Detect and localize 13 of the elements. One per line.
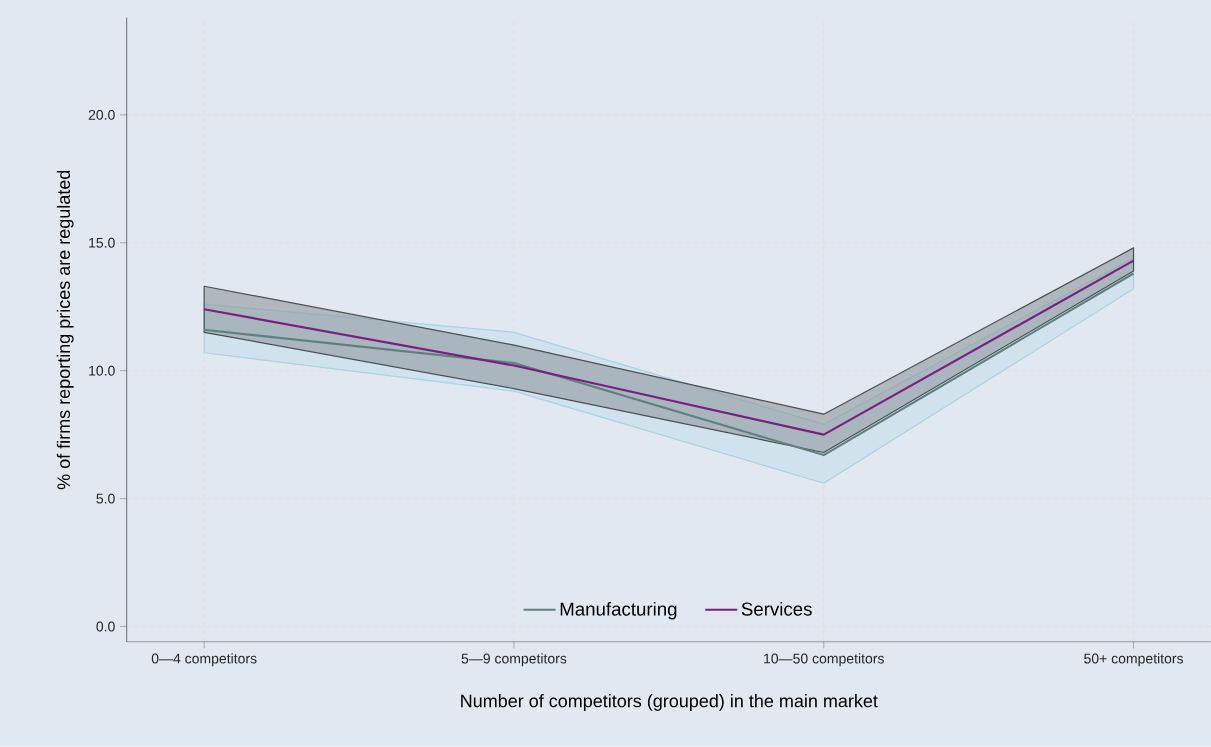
y-tick-label: 10.0 bbox=[89, 365, 115, 376]
y-axis-title: % of firms reporting prices are regulated bbox=[56, 170, 74, 490]
y-tick-label: 15.0 bbox=[89, 237, 115, 248]
x-tick-label: 0—4 competitors bbox=[151, 653, 257, 667]
x-tick-label: 10—50 competitors bbox=[764, 653, 884, 667]
y-tick-label: 5.0 bbox=[96, 493, 115, 504]
legend-label: Manufacturing bbox=[560, 602, 677, 620]
x-tick-label: 50+ competitors bbox=[1084, 653, 1184, 667]
y-tick-label: 20.0 bbox=[88, 109, 115, 120]
x-tick-label: 5—9 competitors bbox=[461, 653, 567, 667]
x-axis-title: Number of competitors (grouped) in the main market bbox=[461, 694, 878, 711]
y-tick-label: 0.0 bbox=[96, 621, 115, 632]
legend-label: Services bbox=[741, 602, 812, 616]
